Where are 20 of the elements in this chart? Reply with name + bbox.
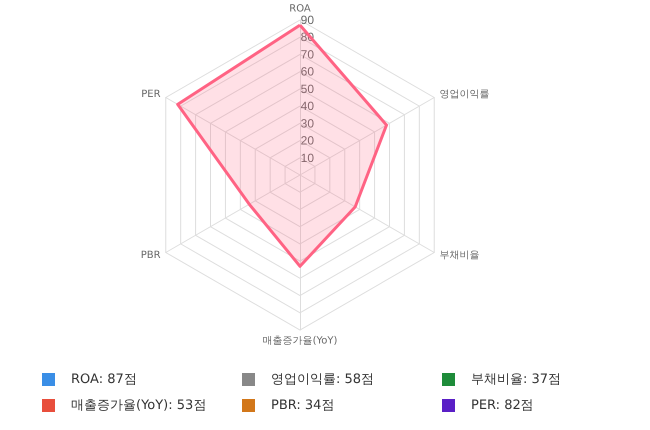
y-tick-label: 90 <box>300 13 314 27</box>
y-tick-label: 30 <box>300 116 314 130</box>
y-tick-label: 60 <box>300 64 314 79</box>
y-tick-label: 50 <box>300 82 314 96</box>
text: ROA: 87점 <box>71 371 137 388</box>
text: PBR: 34점 <box>271 397 334 414</box>
spoke-label: 매출증가율(YoY) <box>262 336 338 346</box>
text: 매출증가율(YoY): 53점 <box>71 397 206 414</box>
spoke-label: 부채비율 <box>439 250 480 261</box>
text: PER: 82점 <box>471 397 534 414</box>
text: 부채비율: 37점 <box>471 371 562 388</box>
spoke-label: ROA <box>289 4 311 14</box>
text: 영업이익률: 58점 <box>271 371 374 388</box>
spoke-label: PBR <box>140 250 161 261</box>
y-tick-label: 10 <box>300 150 314 165</box>
y-tick-label: 40 <box>300 99 314 114</box>
spoke-label: PER <box>141 89 161 100</box>
spoke-label: 영업이익률 <box>439 89 490 100</box>
y-tick-label: 20 <box>300 134 314 148</box>
y-tick-label: 70 <box>300 47 314 62</box>
